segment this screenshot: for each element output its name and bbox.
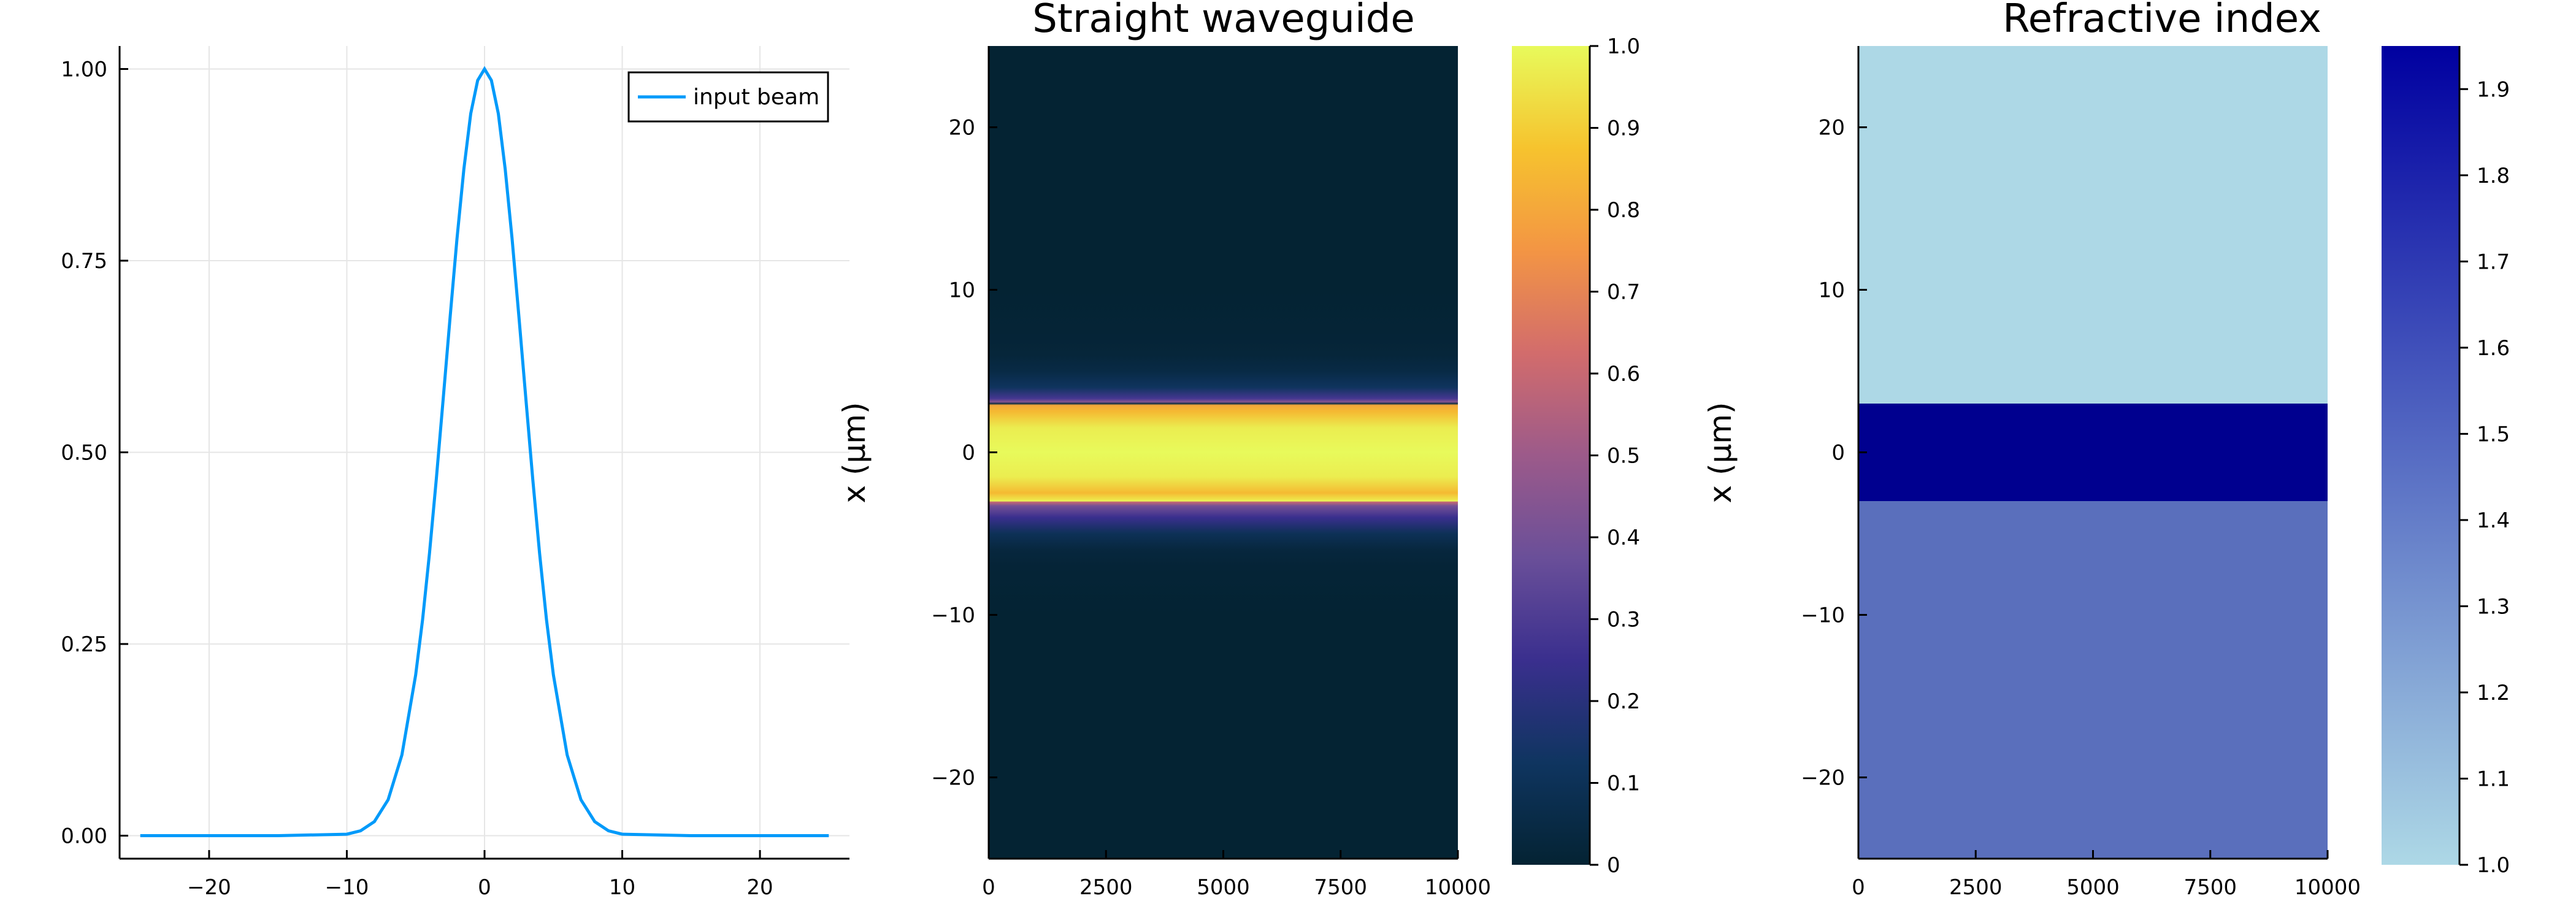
colorbar-tick-label: 1.3	[2477, 594, 2510, 619]
y-tick-label: 10	[1819, 278, 1845, 303]
colorbar-tick-label: 0.9	[1607, 117, 1640, 141]
colorbar-tick-label: 1.8	[2477, 164, 2510, 188]
y-tick-label: −20	[931, 766, 975, 791]
x-tick-label: 0	[1852, 875, 1865, 900]
colorbar-tick-label: 0.2	[1607, 689, 1640, 714]
x-tick-label: 7500	[1314, 875, 1367, 900]
y-tick-label: 20	[1819, 116, 1845, 140]
colorbar-tick-label: 1.4	[2477, 508, 2510, 533]
x-tick-label: 10000	[1425, 875, 1491, 900]
y-tick-label: −10	[1801, 604, 1845, 628]
y-tick-label: 0.75	[61, 249, 107, 274]
grid-lines	[120, 46, 849, 859]
x-tick-label: 5000	[1197, 875, 1250, 900]
tick-marks	[1857, 126, 2329, 859]
tick-labels: 0 2500 5000 7500 10000 −20 −10 0 10 20	[931, 116, 1491, 900]
y-tick-label: 0.25	[61, 632, 107, 657]
colorbar-tick-label: 1.6	[2477, 336, 2510, 361]
index-layer-0	[1858, 501, 2328, 859]
panel-straight-waveguide: Straight waveguide 0 2500 5000 7500 10000 −20…	[837, 0, 1640, 900]
colorbar-tick-label: 0	[1607, 853, 1620, 878]
tick-marks	[120, 68, 761, 859]
x-tick-label: 0	[478, 875, 491, 900]
x-tick-label: −10	[325, 875, 369, 900]
tick-labels: 0 2500 5000 7500 10000 −20 −10 0 10 20	[1801, 116, 2361, 900]
tick-marks	[987, 126, 1459, 859]
index-layer-2	[1858, 46, 2328, 404]
index-layers	[1858, 46, 2328, 859]
x-tick-label: 2500	[1079, 875, 1133, 900]
colorbar-tick-label: 0.8	[1607, 198, 1640, 223]
colorbar-tick-label: 0.6	[1607, 362, 1640, 386]
x-tick-label: −20	[187, 875, 231, 900]
panel-refractive-index: Refractive index 0 2500 5000 7500 10000 −20 −1…	[1703, 0, 2510, 900]
colorbar-tick-label: 0.1	[1607, 772, 1640, 796]
x-tick-label: 0	[982, 875, 995, 900]
colorbar-tick-label: 1.1	[2477, 767, 2510, 791]
y-tick-label: 0	[962, 441, 975, 466]
x-tick-label: 20	[746, 875, 773, 900]
index-layer-1	[1858, 404, 2328, 501]
y-axis-label-refractive-index: x (μm)	[1703, 402, 1738, 503]
colorbar-tick-label: 0.4	[1607, 526, 1640, 550]
series-line-input-beam	[140, 66, 829, 837]
colorbar-ticks	[2458, 46, 2468, 866]
chart-title-waveguide: Straight waveguide	[1032, 0, 1414, 42]
x-tick-label: 10000	[2294, 875, 2361, 900]
y-tick-label: −10	[931, 604, 975, 628]
colorbar-tick-label: 1.0	[2477, 853, 2510, 878]
x-tick-label: 10	[609, 875, 635, 900]
legend: input beam	[627, 71, 829, 123]
x-tick-label: 7500	[2183, 875, 2237, 900]
y-tick-label: 10	[949, 278, 975, 303]
y-tick-label: 1.00	[61, 58, 107, 82]
y-tick-label: −20	[1801, 766, 1845, 791]
colorbar-tick-labels: 1.0 1.1 1.2 1.3 1.4 1.5 1.6 1.7 1.8 1.9	[2477, 77, 2510, 878]
y-tick-label: 0.00	[61, 824, 107, 849]
colorbar-tick-label: 0.3	[1607, 608, 1640, 632]
colorbar-tick-label: 1.9	[2477, 77, 2510, 102]
colorbar-tick-label: 1.7	[2477, 250, 2510, 274]
chart-title-refractive-index: Refractive index	[2003, 0, 2321, 42]
colorbar-thermal	[1512, 46, 1590, 865]
y-tick-label: 0.50	[61, 441, 107, 466]
y-axis-label-waveguide: x (μm)	[837, 402, 872, 503]
colorbar-tick-label: 1.0	[1607, 34, 1640, 59]
colorbar-tick-label: 0.5	[1607, 444, 1640, 469]
legend-label-input-beam: input beam	[693, 85, 819, 110]
y-tick-label: 20	[949, 116, 975, 140]
panel-input-beam: −20 −10 0 10 20 0.00 0.25 0.50 0.75 1.00 input be…	[61, 46, 849, 900]
colorbar-tick-label: 1.5	[2477, 422, 2510, 447]
y-tick-label: 0	[1831, 441, 1845, 466]
colorbar-index	[2382, 46, 2459, 865]
x-tick-label: 2500	[1949, 875, 2003, 900]
colorbar-tick-label: 1.2	[2477, 681, 2510, 705]
tick-labels: −20 −10 0 10 20 0.00 0.25 0.50 0.75 1.00	[61, 58, 773, 900]
x-tick-label: 5000	[2066, 875, 2120, 900]
colorbar-tick-labels: 0 0.1 0.2 0.3 0.4 0.5 0.6 0.7 0.8 0.9 1.0	[1607, 34, 1640, 878]
colorbar-tick-label: 0.7	[1607, 280, 1640, 305]
colorbar-ticks	[1589, 45, 1598, 866]
field-heatmap	[989, 46, 1458, 859]
